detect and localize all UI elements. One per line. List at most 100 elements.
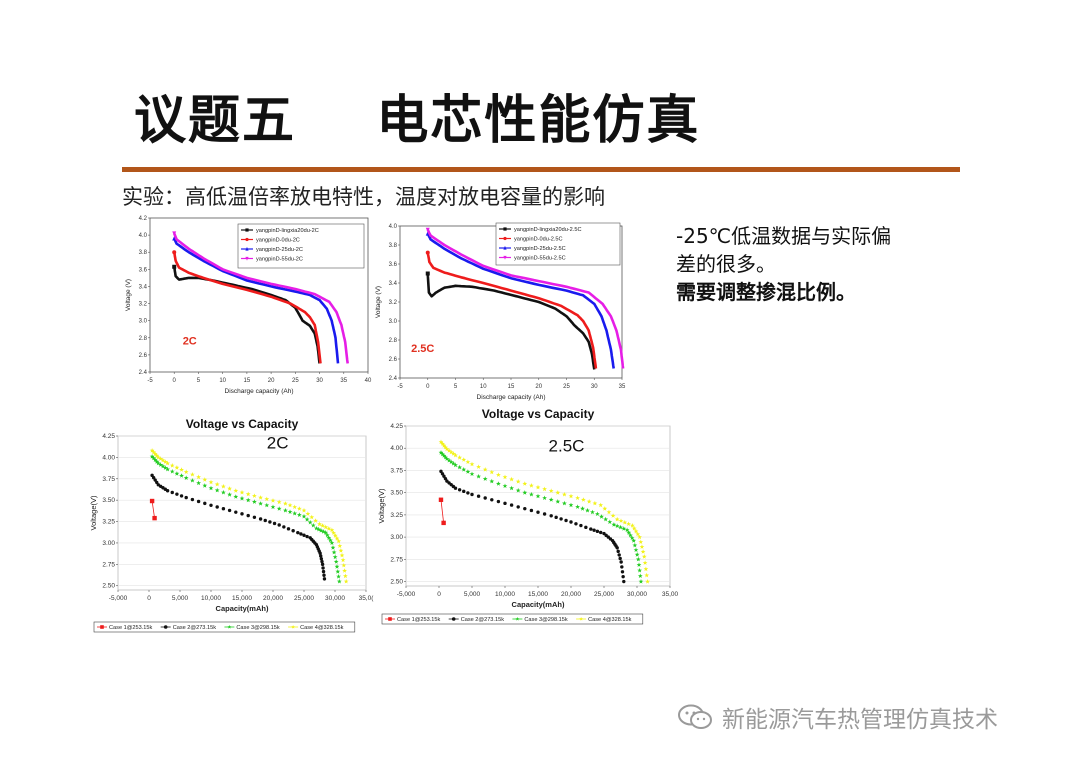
data-point bbox=[152, 451, 158, 456]
series-3 bbox=[425, 227, 625, 369]
series-3 bbox=[438, 439, 650, 584]
data-point bbox=[515, 479, 521, 484]
y-tick-label: 2.50 bbox=[102, 583, 115, 590]
data-point bbox=[590, 509, 595, 515]
y-tick-label: 2.75 bbox=[390, 556, 403, 563]
data-point bbox=[151, 449, 157, 455]
y-tick-label: 3.25 bbox=[390, 512, 403, 519]
data-point bbox=[287, 502, 293, 508]
data-point bbox=[183, 475, 189, 480]
data-point bbox=[461, 467, 467, 472]
data-point bbox=[329, 540, 335, 545]
series-0 bbox=[149, 498, 157, 521]
data-point bbox=[341, 562, 347, 568]
series-1 bbox=[150, 473, 327, 581]
data-point bbox=[320, 559, 324, 564]
data-point bbox=[326, 535, 332, 540]
y-tick-label: 2.4 bbox=[139, 370, 148, 376]
data-point bbox=[496, 499, 501, 504]
data-point bbox=[305, 534, 309, 539]
x-tick-label: 30,000 bbox=[627, 591, 647, 598]
data-point bbox=[592, 500, 598, 506]
data-point bbox=[574, 522, 578, 526]
data-point bbox=[614, 523, 620, 528]
data-point bbox=[450, 461, 456, 466]
y-axis-label: Voltage(V) bbox=[89, 495, 98, 531]
data-point bbox=[559, 517, 563, 521]
data-point bbox=[196, 480, 201, 486]
data-point bbox=[580, 506, 585, 511]
y-tick-label: 3.8 bbox=[139, 250, 148, 256]
chart-rate-label: 2.5C bbox=[411, 343, 434, 355]
y-tick-label: 4.00 bbox=[390, 445, 403, 452]
y-tick-label: 4.00 bbox=[102, 454, 115, 461]
y-tick-label: 3.2 bbox=[139, 302, 148, 308]
x-tick-label: 0 bbox=[173, 378, 177, 384]
data-point bbox=[323, 530, 329, 535]
x-tick-label: 0 bbox=[437, 591, 441, 598]
data-point bbox=[633, 547, 639, 552]
data-point bbox=[638, 579, 644, 584]
data-point bbox=[321, 566, 325, 570]
data-point bbox=[615, 546, 619, 550]
x-tick-label: 10,000 bbox=[201, 595, 221, 602]
data-point bbox=[489, 469, 495, 475]
data-point bbox=[151, 455, 157, 461]
data-point bbox=[640, 549, 646, 554]
legend-marker bbox=[503, 236, 507, 241]
y-tick-label: 4.25 bbox=[390, 423, 403, 430]
legend-label: yangpinD-55du-2.5C bbox=[514, 256, 566, 262]
data-point bbox=[644, 572, 650, 578]
data-point bbox=[252, 499, 257, 504]
data-point bbox=[555, 499, 561, 504]
data-point bbox=[179, 467, 184, 472]
data-point bbox=[509, 476, 514, 482]
x-tick-label: 10 bbox=[219, 378, 226, 384]
data-point bbox=[443, 454, 448, 460]
x-tick-label: 30 bbox=[316, 378, 323, 384]
x-tick-label: 30,000 bbox=[325, 595, 345, 602]
data-point bbox=[330, 545, 336, 550]
data-point bbox=[444, 456, 450, 461]
data-point bbox=[343, 573, 348, 579]
data-point bbox=[227, 508, 232, 513]
data-point bbox=[320, 562, 325, 567]
y-axis-label: Voltage (V) bbox=[375, 286, 382, 318]
data-point bbox=[196, 474, 201, 480]
data-point bbox=[542, 486, 547, 492]
series-line bbox=[426, 273, 596, 370]
data-point bbox=[175, 492, 179, 496]
data-point bbox=[575, 495, 580, 500]
sim-chart-2c: Voltage vs Capacity 2.50 2.75 3.00 3.25 3.50 3… bbox=[86, 414, 374, 636]
data-point bbox=[589, 527, 593, 531]
data-point bbox=[165, 489, 170, 493]
data-point bbox=[465, 459, 471, 464]
data-point bbox=[548, 497, 554, 502]
data-point bbox=[179, 494, 184, 498]
data-point bbox=[634, 552, 640, 557]
y-tick-label: 4.25 bbox=[102, 433, 115, 440]
data-point bbox=[575, 504, 580, 509]
note-line-3: 需要调整掺混比例。 bbox=[676, 280, 856, 304]
data-point bbox=[599, 530, 603, 535]
legend-marker bbox=[291, 625, 295, 629]
data-point bbox=[446, 448, 452, 453]
data-point bbox=[337, 543, 343, 548]
data-point bbox=[316, 526, 322, 532]
data-point bbox=[283, 507, 288, 513]
data-point bbox=[309, 514, 315, 520]
data-point bbox=[246, 513, 250, 518]
data-point bbox=[490, 498, 494, 502]
legend-marker bbox=[503, 245, 507, 250]
data-point bbox=[179, 473, 184, 478]
data-point bbox=[602, 506, 608, 511]
chart-title: Voltage vs Capacity bbox=[482, 407, 595, 421]
x-tick-label: 35,00 bbox=[662, 591, 679, 598]
data-point bbox=[632, 542, 638, 548]
data-point bbox=[342, 568, 347, 573]
x-axis-label: Discharge capacity (Ah) bbox=[477, 394, 546, 401]
data-point bbox=[425, 271, 430, 276]
data-point bbox=[245, 497, 251, 503]
data-point bbox=[172, 250, 177, 255]
data-point bbox=[340, 557, 346, 563]
